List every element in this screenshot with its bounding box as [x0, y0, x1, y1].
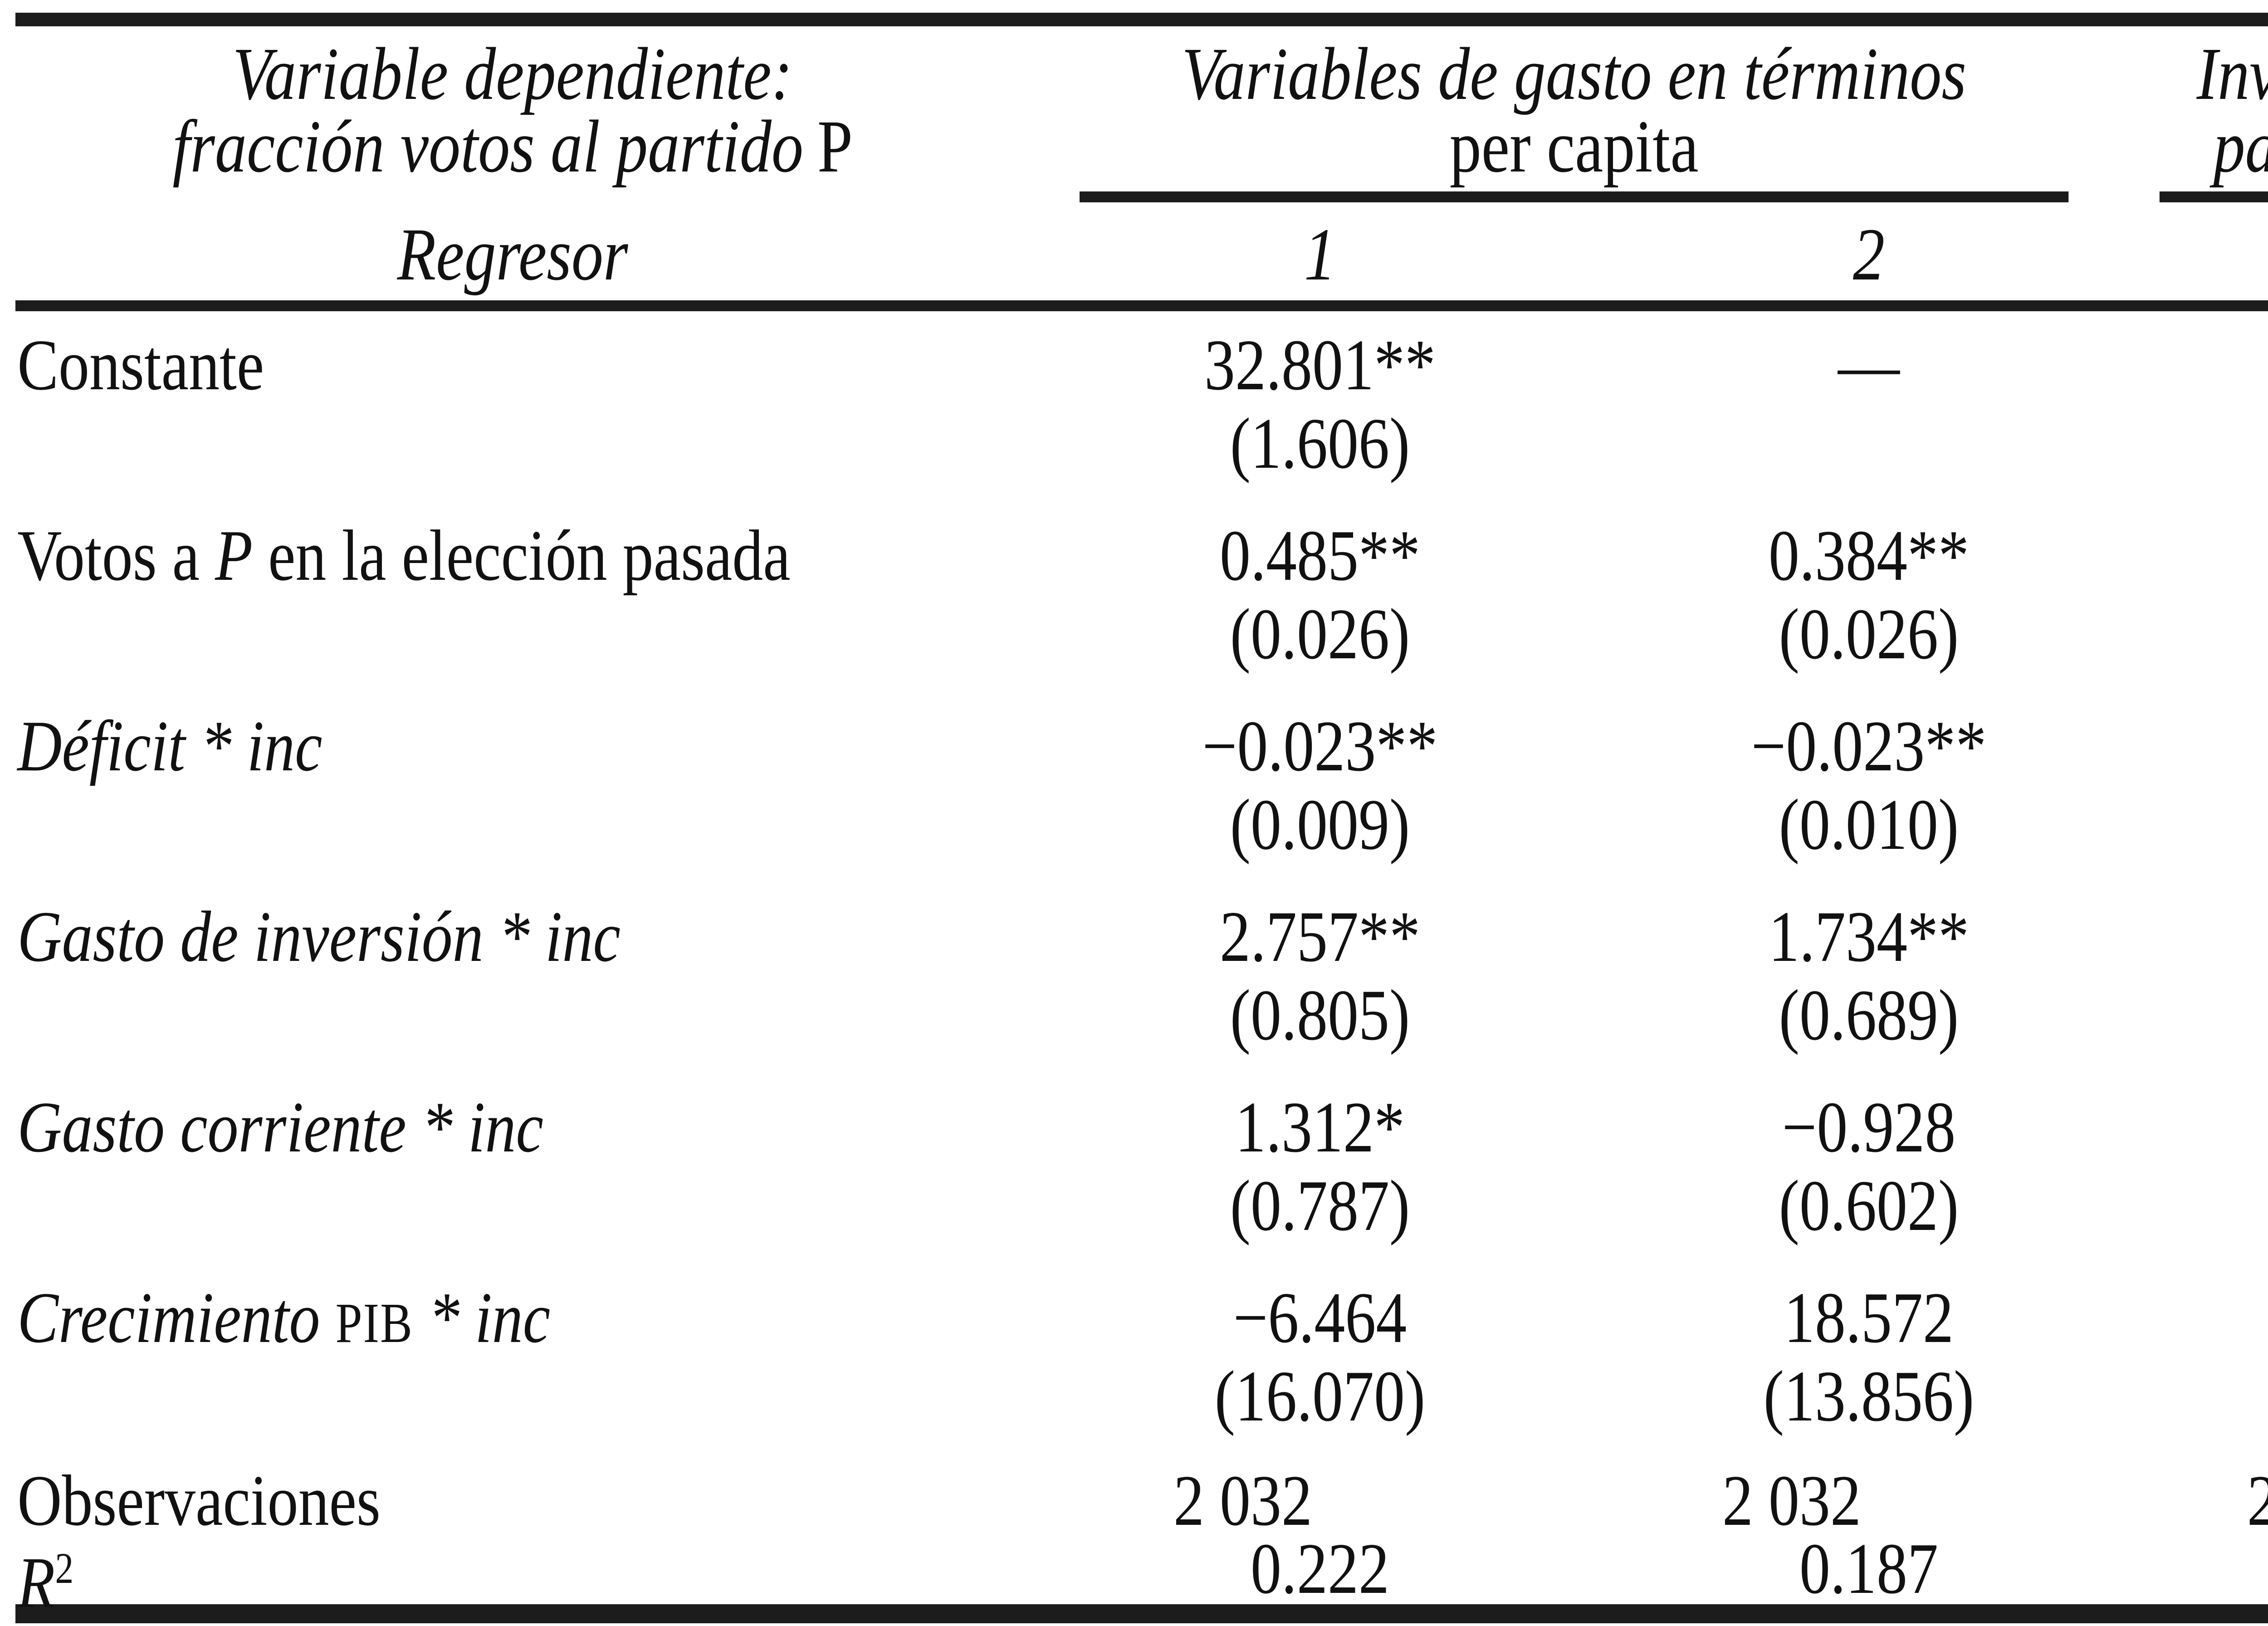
row-label: Crecimiento PIB * inc	[17, 1277, 551, 1358]
table-row-constante: Constante 32.801** — 31.412** (1.606) (1…	[0, 323, 2268, 486]
header-line-1: Variable dependiente: Variables de gasto…	[0, 35, 2268, 113]
se-cell: (0.787)	[1230, 1165, 1410, 1246]
coef-cell: 1.368	[2123, 1276, 2268, 1365]
group2-header-line1: Inversión como	[2196, 32, 2268, 115]
coef-cell: −6.464	[1233, 1277, 1407, 1358]
se-cell: (16.070)	[1214, 1356, 1426, 1436]
coef-cell: −0.023**	[1202, 705, 1438, 786]
header-separator-rule	[15, 300, 2268, 311]
group1-header-line2: per capita	[1449, 105, 1699, 188]
observations-cell: 2 032	[1722, 1460, 1861, 1541]
r-squared-row: R2 0.222 0.187 0.222	[0, 1532, 2268, 1619]
coef-cell: −0.016	[2123, 704, 2268, 788]
row-label: Votos a P en la elección pasada	[17, 515, 791, 596]
coef-cell: 18.572	[1784, 1277, 1954, 1358]
se-cell: (13.856)	[1763, 1356, 1975, 1436]
se-cell: (1.606)	[1230, 403, 1410, 484]
coef-cell: 0.512**	[2123, 514, 2268, 598]
se-cell: (0.009)	[1230, 784, 1410, 865]
coef-cell: 0.384**	[1768, 515, 1969, 596]
coef-cell: 31.412**	[2123, 323, 2268, 407]
se-cell	[1615, 407, 2123, 486]
se-cell: (0.010)	[1779, 784, 1959, 865]
column-number-row: Regresor 1 2 3	[0, 216, 2268, 293]
se-cell: (1.614)	[2123, 979, 2268, 1058]
column-number-1: 1	[1304, 213, 1336, 296]
coef-cell: 5.313**	[2123, 895, 2268, 979]
bottom-rule	[15, 1604, 2268, 1623]
coef-cell: —	[2123, 1085, 2268, 1169]
dependent-variable-subtitle: fracción votos al partido P	[172, 105, 853, 188]
group1-underline-rule	[1080, 191, 2069, 202]
coef-cell: 32.801**	[1204, 324, 1436, 405]
row-label: Gasto de inversión * inc	[17, 896, 621, 977]
se-cell: (0.026)	[1230, 593, 1410, 674]
r-squared-cell: 0.222	[1250, 1528, 1389, 1609]
se-cell: (0.010)	[2123, 788, 2268, 867]
table-row-gasto-inversion: Gasto de inversión * inc 2.757** 1.734**…	[0, 895, 2268, 1058]
coef-cell: —	[1838, 324, 1900, 405]
observations-row: Observaciones 2 032 2 032 2 032	[0, 1460, 2268, 1541]
coef-cell: 1.312*	[1235, 1087, 1405, 1167]
group2-header-line2: parte del total	[2213, 105, 2268, 188]
se-cell: (16.562)	[2123, 1360, 2268, 1439]
column-number-3: 3	[2123, 216, 2268, 293]
group2-underline-rule	[2159, 191, 2268, 202]
observations-cell: 2 032	[2123, 1464, 2268, 1537]
r-squared-cell: 0.187	[1799, 1528, 1938, 1609]
r-squared-cell: 0.222	[2123, 1534, 2268, 1616]
table-row-votos: Votos a P en la elección pasada 0.485** …	[0, 514, 2268, 677]
coef-cell: −0.928	[1782, 1087, 1956, 1167]
se-cell: (0.602)	[1779, 1165, 1959, 1246]
se-cell: (0.026)	[2123, 598, 2268, 677]
dependent-variable-title: Variable dependiente:	[232, 32, 793, 115]
coef-cell: 2.757**	[1219, 896, 1420, 977]
r-squared-label: R2	[17, 1542, 74, 1623]
group-header-rules	[0, 191, 2268, 202]
row-label: Constante	[17, 324, 264, 405]
observations-label: Observaciones	[17, 1460, 381, 1541]
group1-header-line1: Variables de gasto en términos	[1182, 32, 1966, 115]
row-label: Gasto corriente * inc	[17, 1087, 543, 1167]
top-rule	[15, 13, 2268, 26]
column-number-2: 2	[1853, 213, 1885, 296]
table-row-deficit: Déficit * inc −0.023** −0.023** −0.016 (…	[0, 704, 2268, 867]
se-cell: (0.805)	[1230, 975, 1410, 1055]
table-row-crecimiento-pib: Crecimiento PIB * inc −6.464 18.572 1.36…	[0, 1276, 2268, 1439]
table-row-gasto-corriente: Gasto corriente * inc 1.312* −0.928 — (0…	[0, 1085, 2268, 1249]
coef-cell: −0.023**	[1751, 705, 1987, 786]
regressor-column-header: Regresor	[397, 213, 628, 296]
coef-cell: 0.485**	[1219, 515, 1420, 596]
se-cell: (1.702)	[2123, 407, 2268, 486]
coef-cell: 1.734**	[1768, 896, 1969, 977]
row-label: Déficit * inc	[17, 705, 323, 786]
se-cell: (0.026)	[1779, 593, 1959, 674]
se-cell	[2123, 1169, 2268, 1249]
se-cell: (0.689)	[1779, 975, 1959, 1055]
observations-cell: 2 032	[1173, 1460, 1312, 1541]
